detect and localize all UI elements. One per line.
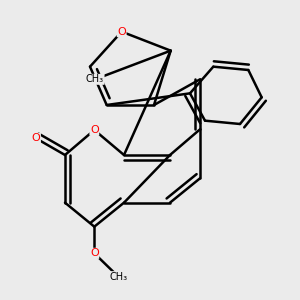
Text: O: O — [117, 27, 126, 37]
Text: O: O — [90, 125, 99, 135]
Text: O: O — [32, 133, 40, 143]
Text: CH₃: CH₃ — [109, 272, 128, 282]
Text: CH₃: CH₃ — [86, 74, 104, 84]
Text: O: O — [90, 248, 99, 258]
